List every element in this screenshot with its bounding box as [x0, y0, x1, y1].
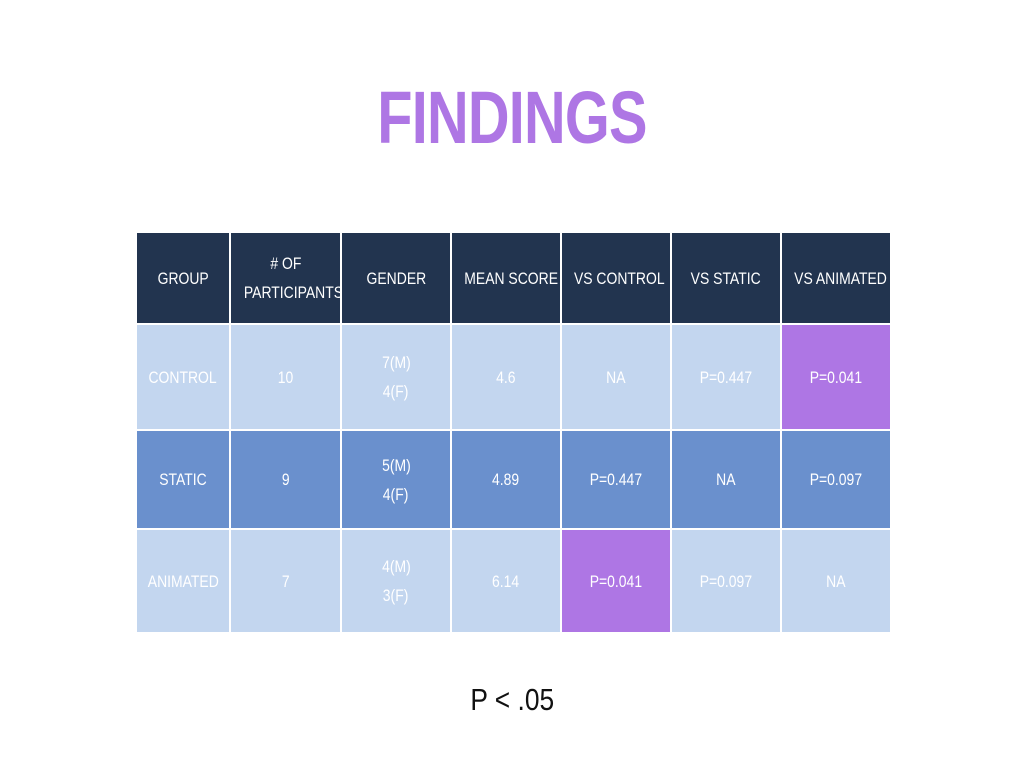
- cell-vs-control: P=0.447: [560, 429, 672, 530]
- cell-vs-static: P=0.097: [670, 528, 782, 634]
- cell-mean-score: 4.6: [450, 323, 562, 431]
- cell-participants: 9: [229, 429, 342, 530]
- cell-vs-static: NA: [670, 429, 782, 530]
- table-row-static: STATIC 9 5(M) 4(F) 4.89 P=0.447 NA P=0.09…: [135, 429, 892, 530]
- cell-vs-animated: P=0.097: [780, 429, 892, 530]
- cell-gender: 4(M) 3(F): [340, 528, 452, 634]
- cell-vs-animated-highlighted: P=0.041: [780, 323, 892, 431]
- slide-title: FINDINGS: [377, 76, 647, 159]
- cell-gender: 5(M) 4(F): [340, 429, 452, 530]
- cell-gender: 7(M) 4(F): [340, 323, 452, 431]
- cell-group: CONTROL: [135, 323, 231, 431]
- cell-group: ANIMATED: [135, 528, 231, 634]
- cell-participants: 10: [229, 323, 342, 431]
- cell-mean-score: 6.14: [450, 528, 562, 634]
- header-gender: GENDER: [340, 231, 452, 325]
- findings-table: GROUP # OF PARTICIPANTS GENDER MEAN SCORE…: [135, 231, 892, 634]
- header-vs-static: VS STATIC: [670, 231, 782, 325]
- header-vs-control: VS CONTROL: [560, 231, 672, 325]
- cell-vs-static: P=0.447: [670, 323, 782, 431]
- cell-vs-control: NA: [560, 323, 672, 431]
- cell-group: STATIC: [135, 429, 231, 530]
- table-row-animated: ANIMATED 7 4(M) 3(F) 6.14 P=0.041 P=0.097…: [135, 528, 892, 634]
- header-group: GROUP: [135, 231, 231, 325]
- header-vs-animated: VS ANIMATED: [780, 231, 892, 325]
- cell-vs-animated: NA: [780, 528, 892, 634]
- cell-vs-control-highlighted: P=0.041: [560, 528, 672, 634]
- cell-mean-score: 4.89: [450, 429, 562, 530]
- table-header-row: GROUP # OF PARTICIPANTS GENDER MEAN SCORE…: [135, 231, 892, 325]
- table-row-control: CONTROL 10 7(M) 4(F) 4.6 NA P=0.447 P=0.0…: [135, 323, 892, 431]
- header-mean-score: MEAN SCORE: [450, 231, 562, 325]
- cell-participants: 7: [229, 528, 342, 634]
- significance-footnote: P < .05: [470, 682, 554, 717]
- header-participants: # OF PARTICIPANTS: [229, 231, 342, 325]
